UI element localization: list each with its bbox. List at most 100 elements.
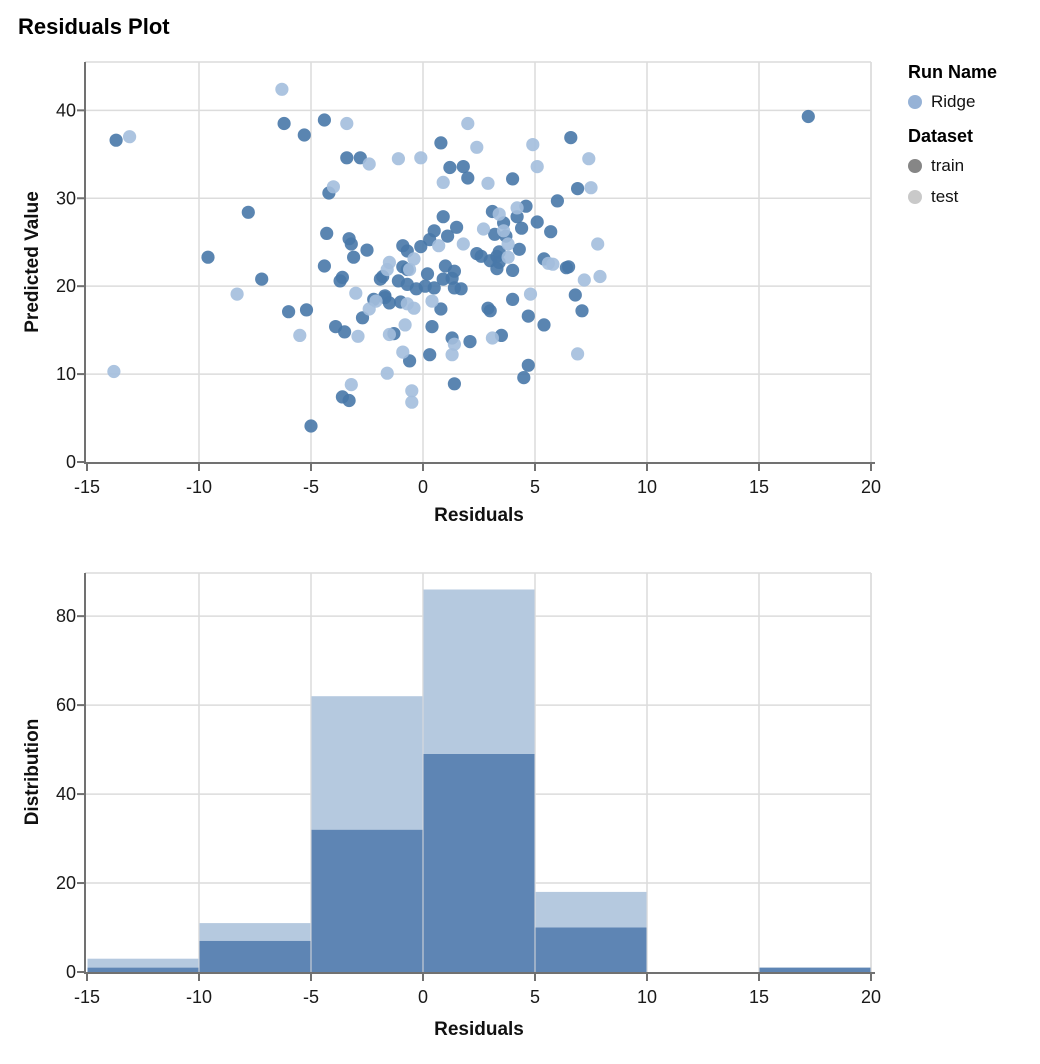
x-tick-label: -15 bbox=[74, 477, 100, 497]
x-tick-label: -10 bbox=[186, 477, 212, 497]
scatter-x-axis-title: Residuals bbox=[434, 505, 524, 526]
scatter-point-test bbox=[510, 201, 524, 215]
scatter-point-test bbox=[107, 364, 121, 379]
x-tick-label: 20 bbox=[861, 477, 881, 497]
scatter-point-train bbox=[575, 304, 589, 318]
x-tick-label: -5 bbox=[303, 987, 319, 1007]
scatter-point-train bbox=[801, 109, 815, 124]
scatter-point-train bbox=[450, 220, 464, 234]
scatter-point-train bbox=[320, 226, 334, 240]
scatter-point-test bbox=[123, 130, 137, 144]
x-tick-label: 5 bbox=[530, 987, 540, 1007]
scatter-point-train bbox=[564, 131, 578, 145]
scatter-point-train bbox=[304, 419, 318, 433]
y-tick-label: 20 bbox=[56, 873, 76, 893]
x-tick-label: 10 bbox=[637, 987, 657, 1007]
scatter-point-test bbox=[593, 269, 607, 284]
scatter-point-train bbox=[456, 160, 470, 174]
histogram-bar-train bbox=[311, 829, 423, 972]
scatter-point-train bbox=[255, 272, 269, 286]
scatter-point-test bbox=[582, 152, 596, 166]
scatter-point-train bbox=[443, 160, 457, 175]
histogram-bar-test bbox=[87, 958, 199, 968]
histogram-y-axis-title: Distribution bbox=[22, 719, 43, 826]
scatter-point-train bbox=[454, 282, 468, 296]
scatter-point-train bbox=[282, 305, 296, 319]
scatter-tick-labels: -15 -10 -5 0 5 10 15 20 0 10 20 30 40 bbox=[56, 100, 881, 497]
scatter-point-train bbox=[342, 393, 356, 408]
scatter-point-train bbox=[434, 302, 448, 316]
page-title: Residuals Plot bbox=[18, 14, 170, 39]
scatter-point-train bbox=[562, 260, 576, 274]
scatter-point-test bbox=[275, 82, 289, 96]
scatter-point-test bbox=[369, 294, 383, 308]
scatter-point-train bbox=[340, 151, 354, 165]
scatter-point-train bbox=[344, 237, 358, 251]
scatter-point-train bbox=[505, 172, 520, 186]
scatter-point-train bbox=[317, 113, 331, 127]
scatter-point-test bbox=[523, 287, 538, 301]
scatter-point-test bbox=[340, 116, 354, 131]
scatter-point-test bbox=[445, 348, 459, 362]
scatter-point-test bbox=[485, 331, 499, 345]
scatter-point-test bbox=[461, 116, 475, 131]
scatter-point-test bbox=[407, 252, 421, 266]
scatter-point-test bbox=[447, 337, 461, 351]
scatter-point-test bbox=[349, 286, 363, 300]
scatter-point-train bbox=[427, 224, 441, 238]
ridge-swatch-icon bbox=[908, 95, 922, 109]
scatter-point-test bbox=[293, 328, 307, 342]
scatter-point-train bbox=[544, 225, 558, 239]
histogram-bar-train bbox=[759, 967, 871, 972]
scatter-point-train bbox=[360, 243, 374, 257]
scatter-point-test bbox=[584, 181, 598, 195]
train-swatch-icon bbox=[908, 159, 922, 173]
y-tick-label: 40 bbox=[56, 784, 76, 804]
scatter-point-train bbox=[505, 292, 520, 306]
scatter-point-test bbox=[571, 347, 585, 361]
histogram-bars bbox=[87, 589, 871, 972]
x-tick-label: 0 bbox=[418, 987, 428, 1007]
histogram-bar-train bbox=[87, 967, 199, 972]
scatter-point-test bbox=[382, 327, 396, 342]
scatter-point-test bbox=[476, 222, 491, 236]
scatter-point-train bbox=[530, 215, 544, 229]
scatter-point-train bbox=[335, 270, 349, 284]
scatter-gridlines bbox=[85, 61, 872, 462]
scatter-point-test bbox=[526, 138, 540, 152]
scatter-point-train bbox=[515, 221, 529, 235]
scatter-point-train bbox=[463, 335, 477, 349]
scatter-point-test bbox=[398, 318, 412, 332]
histogram-bar-test bbox=[311, 696, 423, 830]
scatter-point-test bbox=[501, 250, 515, 264]
histogram-bar-train bbox=[423, 754, 535, 972]
legend-item-ridge: Ridge bbox=[908, 92, 1033, 112]
histogram-bar-test bbox=[199, 923, 311, 941]
scatter-point-test bbox=[382, 255, 396, 269]
scatter-point-train bbox=[382, 296, 396, 310]
scatter-point-test bbox=[577, 273, 591, 287]
scatter-point-train bbox=[427, 281, 441, 295]
histogram-bar-train bbox=[199, 940, 311, 972]
scatter-point-test bbox=[414, 151, 428, 165]
scatter-point-test bbox=[436, 175, 450, 189]
scatter-point-test bbox=[591, 237, 605, 251]
scatter-point-test bbox=[344, 378, 358, 392]
histogram-bar-test bbox=[535, 891, 647, 928]
legend-item-train: train bbox=[908, 156, 1033, 176]
scatter-point-train bbox=[521, 358, 535, 372]
scatter-point-train bbox=[338, 325, 352, 339]
legend-item-label: train bbox=[931, 156, 965, 175]
legend-dataset-header: Dataset bbox=[908, 126, 974, 146]
scatter-point-test bbox=[470, 140, 484, 154]
scatter-point-train bbox=[512, 242, 526, 256]
scatter-point-test bbox=[481, 176, 495, 190]
histogram-axes bbox=[77, 573, 875, 981]
scatter-point-train bbox=[521, 309, 535, 323]
scatter-point-train bbox=[436, 210, 450, 224]
scatter-point-train bbox=[483, 304, 497, 318]
scatter-y-axis-title: Predicted Value bbox=[22, 191, 43, 333]
scatter-point-train bbox=[447, 264, 461, 278]
scatter-point-train bbox=[241, 205, 255, 219]
